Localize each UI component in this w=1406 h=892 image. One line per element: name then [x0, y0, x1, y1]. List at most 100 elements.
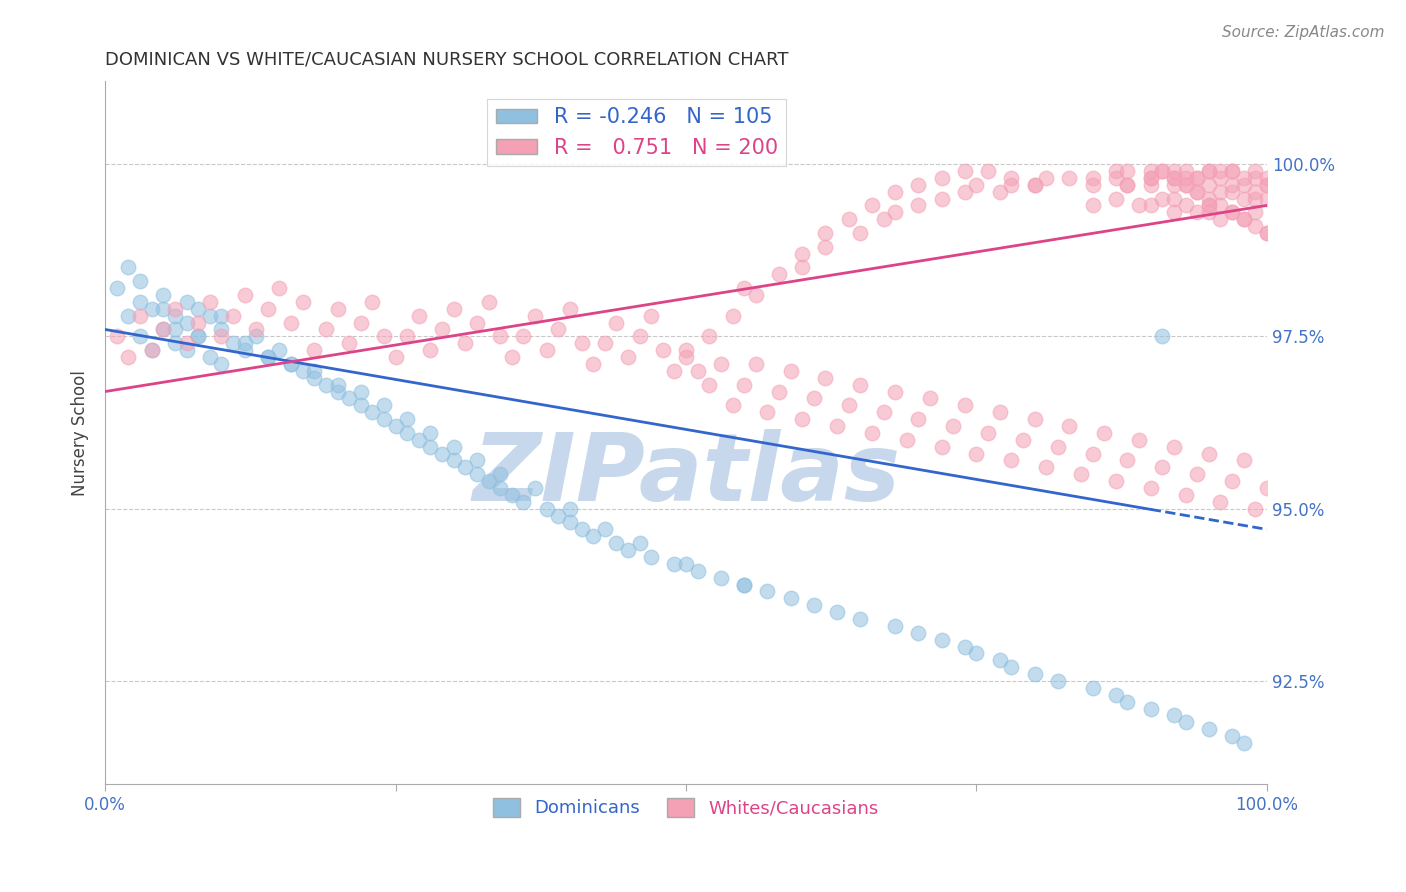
Point — [733, 577, 755, 591]
Point — [1116, 178, 1139, 192]
Point — [536, 501, 558, 516]
Point — [593, 336, 616, 351]
Point — [1081, 446, 1104, 460]
Point — [209, 329, 232, 343]
Point — [373, 398, 395, 412]
Point — [326, 377, 349, 392]
Point — [198, 350, 221, 364]
Point — [1105, 170, 1128, 185]
Point — [664, 557, 686, 571]
Point — [1128, 198, 1150, 212]
Point — [1139, 178, 1161, 192]
Point — [605, 316, 627, 330]
Point — [419, 343, 441, 358]
Point — [814, 226, 837, 240]
Point — [1116, 178, 1139, 192]
Text: Source: ZipAtlas.com: Source: ZipAtlas.com — [1222, 25, 1385, 40]
Point — [1000, 178, 1022, 192]
Point — [233, 343, 256, 358]
Point — [779, 591, 801, 606]
Point — [966, 647, 988, 661]
Point — [1220, 164, 1243, 178]
Point — [697, 329, 720, 343]
Point — [872, 212, 894, 227]
Point — [1209, 198, 1232, 212]
Y-axis label: Nursery School: Nursery School — [72, 370, 89, 496]
Point — [617, 543, 640, 558]
Point — [756, 405, 779, 419]
Point — [1152, 329, 1174, 343]
Point — [860, 198, 883, 212]
Point — [686, 564, 709, 578]
Point — [1256, 178, 1278, 192]
Point — [931, 440, 953, 454]
Point — [408, 309, 430, 323]
Point — [430, 322, 453, 336]
Point — [768, 268, 790, 282]
Point — [269, 343, 291, 358]
Point — [1174, 178, 1197, 192]
Point — [1233, 192, 1256, 206]
Point — [733, 377, 755, 392]
Point — [536, 343, 558, 358]
Point — [896, 433, 918, 447]
Point — [1220, 205, 1243, 219]
Point — [792, 246, 814, 260]
Point — [373, 412, 395, 426]
Point — [443, 301, 465, 316]
Point — [1185, 185, 1208, 199]
Point — [419, 440, 441, 454]
Point — [326, 301, 349, 316]
Point — [884, 384, 907, 399]
Point — [1209, 164, 1232, 178]
Point — [222, 309, 245, 323]
Point — [141, 301, 163, 316]
Point — [640, 309, 662, 323]
Text: DOMINICAN VS WHITE/CAUCASIAN NURSERY SCHOOL CORRELATION CHART: DOMINICAN VS WHITE/CAUCASIAN NURSERY SCH… — [105, 51, 789, 69]
Point — [1198, 164, 1220, 178]
Point — [233, 336, 256, 351]
Point — [315, 377, 337, 392]
Point — [187, 301, 209, 316]
Point — [931, 192, 953, 206]
Point — [849, 612, 872, 626]
Point — [257, 350, 280, 364]
Point — [1012, 433, 1035, 447]
Point — [675, 350, 697, 364]
Point — [163, 336, 186, 351]
Point — [524, 481, 547, 495]
Point — [152, 322, 174, 336]
Point — [1198, 198, 1220, 212]
Point — [1024, 178, 1046, 192]
Point — [501, 488, 523, 502]
Point — [1163, 170, 1185, 185]
Point — [465, 453, 488, 467]
Point — [1244, 185, 1267, 199]
Point — [1139, 198, 1161, 212]
Point — [838, 398, 860, 412]
Point — [1152, 460, 1174, 475]
Point — [605, 536, 627, 550]
Point — [1198, 178, 1220, 192]
Point — [1081, 681, 1104, 695]
Point — [198, 309, 221, 323]
Point — [710, 571, 733, 585]
Point — [1174, 170, 1197, 185]
Point — [1163, 192, 1185, 206]
Point — [1174, 715, 1197, 730]
Text: ZIPatlas: ZIPatlas — [472, 429, 900, 521]
Point — [524, 309, 547, 323]
Point — [373, 329, 395, 343]
Point — [1209, 495, 1232, 509]
Point — [1116, 164, 1139, 178]
Point — [1185, 467, 1208, 482]
Point — [454, 336, 477, 351]
Point — [129, 309, 152, 323]
Point — [907, 198, 929, 212]
Point — [512, 495, 534, 509]
Point — [1209, 212, 1232, 227]
Point — [1256, 226, 1278, 240]
Point — [176, 336, 198, 351]
Point — [884, 205, 907, 219]
Point — [209, 309, 232, 323]
